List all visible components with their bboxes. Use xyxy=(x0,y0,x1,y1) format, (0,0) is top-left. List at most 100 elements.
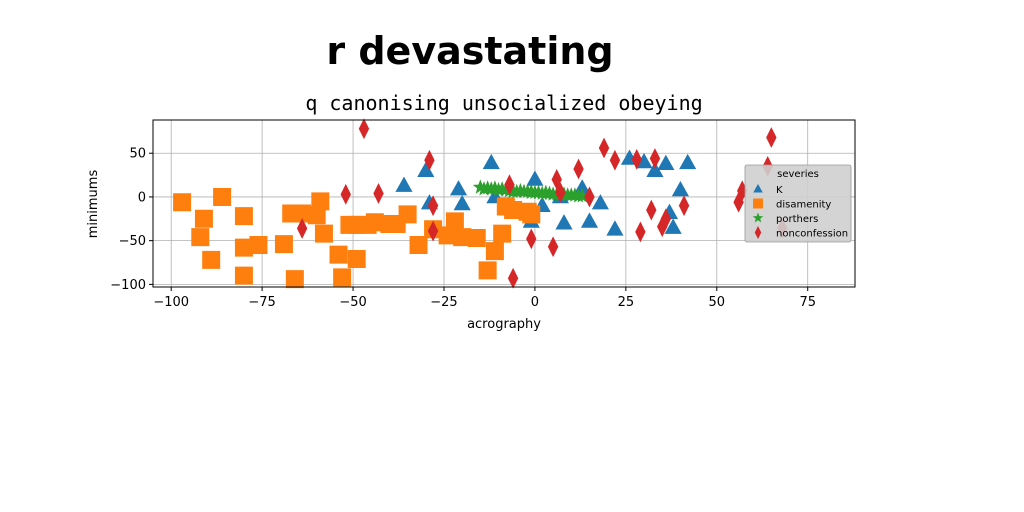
y-tick-label: −100 xyxy=(110,278,146,293)
data-point xyxy=(329,245,348,264)
y-axis-label: minimums xyxy=(86,170,101,239)
chart-suptitle: r devastating xyxy=(326,29,613,73)
x-axis-label: acrography xyxy=(467,317,541,332)
data-point xyxy=(678,195,690,217)
data-point xyxy=(194,209,213,228)
series-disamenity xyxy=(173,187,541,289)
data-point xyxy=(523,183,539,199)
legend-label: porthers xyxy=(776,214,818,225)
data-point xyxy=(453,228,472,247)
data-point xyxy=(373,183,384,204)
data-point xyxy=(234,266,253,285)
data-point xyxy=(507,267,519,289)
data-point xyxy=(398,205,417,224)
x-tick-label: 0 xyxy=(531,295,539,310)
data-point xyxy=(646,161,664,178)
data-point xyxy=(347,250,366,269)
data-point xyxy=(234,238,253,257)
data-point xyxy=(307,206,326,225)
data-point xyxy=(671,180,689,197)
data-point xyxy=(358,118,370,140)
data-point xyxy=(274,235,293,254)
data-point xyxy=(478,261,497,280)
data-point xyxy=(573,158,584,180)
data-point xyxy=(580,212,599,228)
data-point xyxy=(522,205,541,224)
x-tick-label: 25 xyxy=(618,295,635,310)
data-point xyxy=(657,154,675,171)
data-point xyxy=(467,229,486,248)
plot-area xyxy=(173,118,788,289)
data-point xyxy=(526,170,544,186)
data-point xyxy=(766,127,777,148)
data-point xyxy=(409,236,428,255)
data-point xyxy=(485,242,504,261)
data-point xyxy=(476,181,492,196)
data-point xyxy=(657,216,668,238)
data-point xyxy=(427,195,439,217)
chart-title: q canonising unsocialized obeying xyxy=(305,91,702,115)
x-tick-label: 75 xyxy=(799,295,816,310)
data-point xyxy=(555,182,566,203)
x-tick-label: −75 xyxy=(248,295,275,310)
data-point xyxy=(538,184,554,200)
data-point xyxy=(631,148,642,170)
data-point xyxy=(555,214,573,230)
legend-label: K xyxy=(776,185,783,196)
data-point xyxy=(504,201,523,220)
y-tick-label: 0 xyxy=(138,190,146,205)
data-point xyxy=(635,221,646,243)
data-point xyxy=(191,228,210,247)
legend-label: nonconfession xyxy=(776,229,848,240)
data-point xyxy=(427,220,439,242)
data-point xyxy=(453,194,471,211)
legend-label: disamenity xyxy=(776,200,831,211)
data-point xyxy=(649,148,661,169)
data-point xyxy=(664,218,682,234)
data-point xyxy=(293,204,312,223)
y-tick-label: 50 xyxy=(129,147,146,162)
data-point xyxy=(584,186,595,208)
data-point xyxy=(173,193,192,212)
data-point xyxy=(213,187,232,206)
legend-marker xyxy=(753,198,763,209)
legend-title: severies xyxy=(777,169,819,180)
data-point xyxy=(482,153,500,170)
data-point xyxy=(311,192,330,211)
data-point xyxy=(505,183,521,199)
axes-frame xyxy=(152,119,856,288)
data-point xyxy=(445,212,464,231)
data-point xyxy=(296,218,308,239)
data-point xyxy=(504,174,515,196)
data-point xyxy=(598,137,610,159)
data-point xyxy=(591,194,609,210)
data-point xyxy=(487,180,503,195)
data-point xyxy=(547,236,559,258)
data-point xyxy=(249,236,268,255)
data-point xyxy=(395,176,413,192)
data-point xyxy=(333,268,352,287)
legend-box xyxy=(744,164,852,243)
data-point xyxy=(660,208,672,230)
legend-marker xyxy=(752,212,764,223)
data-point xyxy=(574,188,590,203)
data-point xyxy=(609,149,621,171)
data-point xyxy=(424,149,435,171)
x-tick-label: −25 xyxy=(430,295,457,310)
data-point xyxy=(340,183,351,205)
data-point xyxy=(493,224,512,243)
data-point xyxy=(679,153,697,170)
data-point xyxy=(635,152,653,169)
data-point xyxy=(606,220,624,236)
data-point xyxy=(365,213,384,232)
axis-ticks: −100 −75 −50 −25 0 25 50 75 −100 −50 0 50 xyxy=(110,147,816,310)
x-tick-label: −100 xyxy=(153,295,189,310)
data-point xyxy=(285,270,304,289)
data-point xyxy=(551,169,562,190)
data-point xyxy=(417,161,435,178)
data-point xyxy=(449,180,468,196)
x-tick-label: 50 xyxy=(709,295,726,310)
data-point xyxy=(438,226,457,245)
legend-marker xyxy=(754,226,762,239)
